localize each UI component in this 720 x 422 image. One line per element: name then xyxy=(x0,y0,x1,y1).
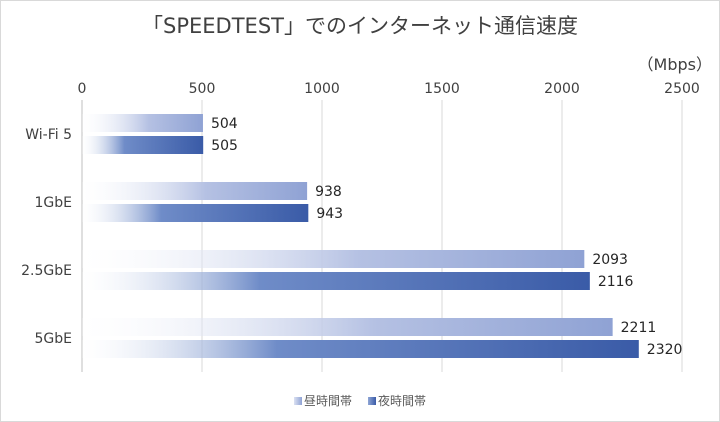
category-label: Wi-Fi 5 xyxy=(25,127,72,143)
x-tick-label: 500 xyxy=(189,81,216,97)
bar-daytime xyxy=(82,182,308,200)
bar-night xyxy=(82,340,639,358)
bar-daytime xyxy=(82,114,203,132)
data-label: 2093 xyxy=(592,252,628,268)
category-label: 2.5GbE xyxy=(21,263,72,279)
x-tick-label: 2000 xyxy=(544,81,580,97)
bar-night xyxy=(82,204,309,222)
data-label: 938 xyxy=(315,184,342,200)
category-labels: Wi-Fi 5 1GbE 2.5GbE 5GbE xyxy=(21,127,72,347)
data-label: 2320 xyxy=(647,342,683,358)
legend: 昼時間帯 夜時間帯 xyxy=(294,393,426,408)
bar-night xyxy=(82,272,590,290)
legend-swatch xyxy=(294,397,302,405)
bar-daytime xyxy=(82,318,613,336)
data-labels: 504 505 938 943 2093 2116 2211 2320 xyxy=(211,116,682,358)
category-label: 1GbE xyxy=(35,195,73,211)
bars xyxy=(82,114,639,358)
data-label: 2211 xyxy=(621,320,657,336)
x-tick-label: 2500 xyxy=(664,81,700,97)
legend-label: 昼時間帯 xyxy=(304,394,352,408)
unit-label: （Mbps） xyxy=(638,55,712,74)
x-tick-label: 0 xyxy=(78,81,87,97)
legend-swatch xyxy=(368,397,376,405)
data-label: 2116 xyxy=(598,274,634,290)
data-label: 505 xyxy=(211,138,238,154)
data-label: 943 xyxy=(316,206,343,222)
x-tick-labels: 0 500 1000 1500 2000 2500 xyxy=(78,81,700,97)
x-tick-label: 1000 xyxy=(304,81,340,97)
data-label: 504 xyxy=(211,116,238,132)
chart-title: 「SPEEDTEST」でのインターネット通信速度 xyxy=(142,14,578,38)
category-label: 5GbE xyxy=(35,331,73,347)
bar-night xyxy=(82,136,204,154)
bar-daytime xyxy=(82,250,585,268)
legend-label: 夜時間帯 xyxy=(378,393,426,408)
x-tick-label: 1500 xyxy=(424,81,460,97)
